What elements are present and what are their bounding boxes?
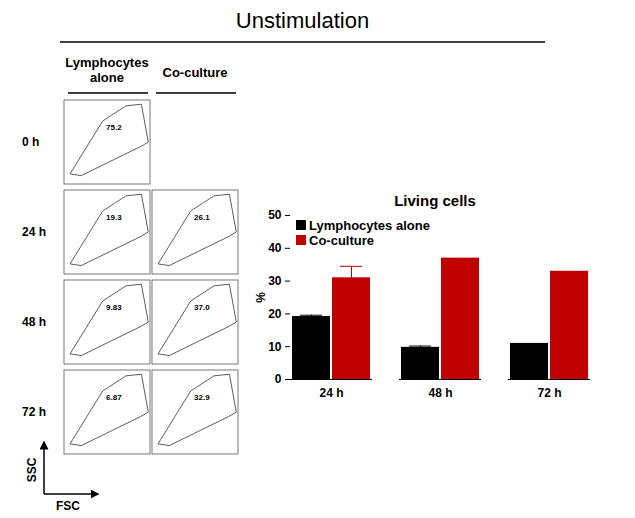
html-text:Lymphocytes alone: Lymphocytes alone xyxy=(309,218,430,233)
svg-text:75.2: 75.2 xyxy=(106,123,122,132)
html-text:Co-culture: Co-culture xyxy=(162,65,228,80)
svg-text:24 h: 24 h xyxy=(319,386,343,400)
svg-text:50: 50 xyxy=(268,208,282,222)
svg-text:SSC: SSC xyxy=(25,457,39,482)
html-text:Unstimulation: Unstimulation xyxy=(235,8,370,33)
svg-text:19.3: 19.3 xyxy=(106,213,122,222)
svg-text:0: 0 xyxy=(275,372,282,386)
svg-text:20: 20 xyxy=(268,307,282,321)
svg-text:37.0: 37.0 xyxy=(194,303,210,312)
svg-text:32.9: 32.9 xyxy=(194,393,210,402)
html-text:Lymphocytes alone: Lymphocytes alone xyxy=(65,55,149,85)
svg-text:40: 40 xyxy=(268,241,282,255)
svg-text:26.1: 26.1 xyxy=(194,213,210,222)
svg-text:48 h: 48 h xyxy=(22,315,46,329)
svg-text:6.87: 6.87 xyxy=(106,393,122,402)
svg-text:FSC: FSC xyxy=(56,499,80,513)
svg-text:%: % xyxy=(254,292,268,303)
html-text:Living cells: Living cells xyxy=(394,192,476,209)
svg-text:30: 30 xyxy=(268,274,282,288)
svg-text:48 h: 48 h xyxy=(428,386,452,400)
svg-text:0 h: 0 h xyxy=(22,135,39,149)
svg-text:72 h: 72 h xyxy=(537,386,561,400)
svg-text:10: 10 xyxy=(268,340,282,354)
html-text:Co-culture: Co-culture xyxy=(309,233,374,248)
svg-text:24 h: 24 h xyxy=(22,225,46,239)
svg-text:72 h: 72 h xyxy=(22,405,46,419)
svg-text:9.83: 9.83 xyxy=(106,303,122,312)
